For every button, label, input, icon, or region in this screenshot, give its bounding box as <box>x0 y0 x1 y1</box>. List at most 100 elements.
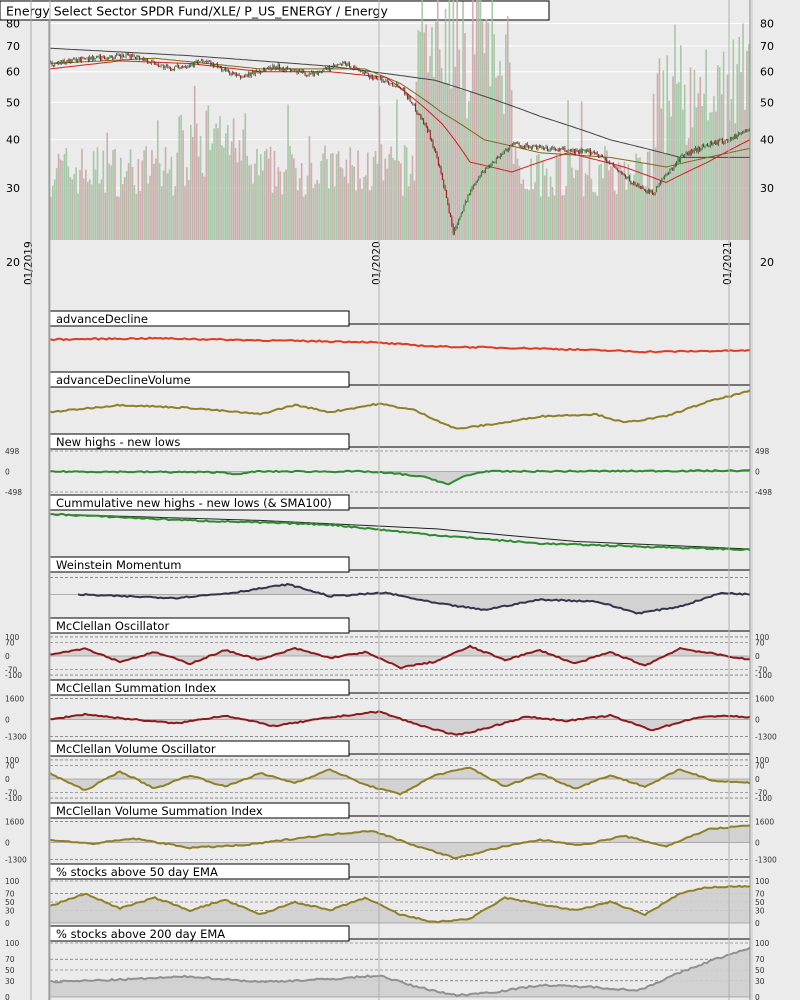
candle-body <box>545 146 547 148</box>
candle-body <box>705 144 707 146</box>
volume-bar <box>748 44 750 240</box>
candle-body <box>79 57 81 61</box>
panel-title: McClellan Volume Oscillator <box>56 742 216 756</box>
volume-bar <box>687 137 690 240</box>
candle-body <box>484 168 487 173</box>
candle-body <box>567 150 569 152</box>
panel-tick-left: 70 <box>5 890 15 899</box>
volume-bar <box>629 173 632 240</box>
candle-body <box>408 96 410 99</box>
candle-body <box>126 53 128 55</box>
volume-bar <box>540 196 542 240</box>
candle-body <box>200 59 202 62</box>
candle-body <box>149 62 151 64</box>
volume-bar <box>244 113 247 240</box>
panel-tick-right: -100 <box>755 671 772 680</box>
candle-body <box>680 155 682 162</box>
candle-body <box>743 131 745 133</box>
volume-bar <box>127 163 130 240</box>
candle-body <box>684 154 686 157</box>
volume-bar <box>656 73 659 240</box>
volume-bar <box>662 70 665 240</box>
chart-title-box <box>0 0 550 21</box>
candle-body <box>610 162 612 165</box>
candle-body <box>668 173 670 174</box>
volume-bar <box>549 176 552 240</box>
candle-body <box>223 68 225 70</box>
candle-body <box>747 129 749 131</box>
volume-bar <box>545 168 548 240</box>
volume-bar <box>252 183 254 240</box>
volume-bar <box>660 108 663 240</box>
volume-bar <box>639 157 641 240</box>
volume-bar <box>427 72 429 240</box>
volume-bar <box>320 160 322 240</box>
candle-body <box>196 61 198 64</box>
candle-body <box>217 63 219 67</box>
volume-bar <box>425 24 427 240</box>
candle-body <box>235 73 237 76</box>
candle-body <box>260 71 262 73</box>
volume-bar <box>279 171 282 240</box>
candle-body <box>595 152 597 154</box>
candle-body <box>740 133 742 135</box>
panel-tick-right: 30 <box>755 977 765 986</box>
candle-body <box>269 67 271 70</box>
volume-bar <box>738 36 740 240</box>
volume-bar <box>709 112 711 240</box>
candle-body <box>701 144 703 150</box>
candle-body <box>693 149 695 152</box>
volume-bar <box>590 178 593 240</box>
candle-body <box>371 74 373 80</box>
candle-body <box>719 139 721 142</box>
candle-body <box>425 122 427 127</box>
volume-bar <box>730 99 733 241</box>
volume-bar <box>261 170 264 240</box>
candle-body <box>70 59 72 63</box>
candle-body <box>436 152 438 159</box>
candle-body <box>318 71 320 75</box>
candle-body <box>592 152 594 154</box>
candle-body <box>589 149 592 155</box>
candle-body <box>102 56 104 57</box>
candle-body <box>744 130 746 132</box>
candle-body <box>73 58 75 60</box>
volume-bar <box>197 156 200 240</box>
candle-body <box>241 77 243 79</box>
panel-series-line <box>49 884 751 924</box>
volume-bar <box>328 188 330 240</box>
volume-bar <box>648 150 651 240</box>
y-tick-label-right: 80 <box>760 17 774 30</box>
volume-bar <box>98 183 101 240</box>
candle-body <box>643 188 645 191</box>
candle-body <box>353 66 355 70</box>
volume-bar <box>281 194 284 240</box>
candle-body <box>180 66 182 69</box>
volume-bar <box>718 67 721 240</box>
volume-bar <box>112 150 114 240</box>
volume-bar <box>184 185 186 240</box>
candle-body <box>593 152 596 154</box>
candle-body <box>513 142 515 146</box>
panel-tick-right: -498 <box>755 488 772 497</box>
volume-bar <box>316 180 319 240</box>
candle-body <box>571 150 573 152</box>
volume-bar <box>182 130 184 240</box>
volume-bar <box>520 183 523 240</box>
volume-bar <box>365 175 367 240</box>
candle-body <box>472 185 474 188</box>
candle-body <box>175 65 177 67</box>
volume-bar <box>114 148 116 240</box>
volume-bar <box>528 190 530 240</box>
volume-bar <box>219 116 221 240</box>
candle-body <box>207 60 209 63</box>
candle-body <box>552 147 554 149</box>
volume-bar <box>361 188 363 240</box>
candle-body <box>315 71 317 74</box>
candle-body <box>550 147 552 150</box>
candle-body <box>674 164 676 167</box>
candle-body <box>122 54 124 58</box>
volume-bar <box>180 114 182 240</box>
candle-body <box>564 147 566 152</box>
candle-body <box>288 68 290 69</box>
